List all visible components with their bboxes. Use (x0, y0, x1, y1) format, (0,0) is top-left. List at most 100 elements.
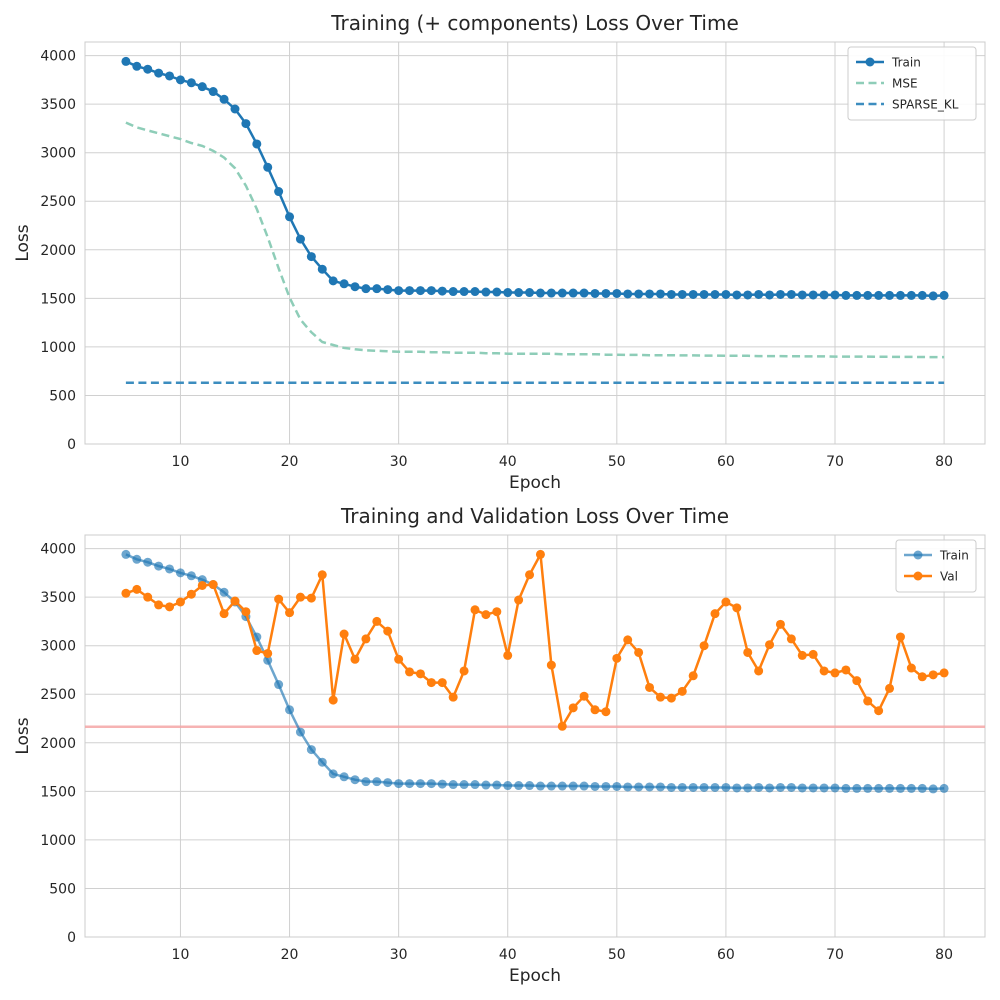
series-line (125, 553, 945, 728)
data-point (546, 288, 556, 298)
data-point (426, 779, 436, 789)
data-point (372, 616, 382, 626)
data-point (175, 75, 185, 85)
data-point (765, 783, 775, 793)
data-point (383, 778, 393, 788)
plot-area: 10 20 30 40 50 60 70 80 0 500 1000 1500 2000 2500 3000… (40, 534, 986, 963)
data-point (819, 290, 829, 300)
data-point (666, 693, 676, 703)
data-point (252, 139, 262, 149)
series-train (121, 549, 949, 794)
data-point (219, 94, 229, 104)
data-point (786, 289, 796, 299)
data-point (688, 782, 698, 792)
data-point (601, 781, 611, 791)
data-point (874, 783, 884, 793)
data-point (285, 705, 295, 715)
data-point (132, 584, 142, 594)
data-point (645, 782, 655, 792)
data-point (623, 635, 633, 645)
data-point (688, 289, 698, 299)
data-point (710, 782, 720, 792)
data-point (154, 600, 164, 610)
data-point (535, 549, 545, 559)
data-point (655, 692, 665, 702)
data-point (743, 290, 753, 300)
data-point (928, 670, 938, 680)
data-point (230, 104, 240, 114)
data-point (241, 119, 251, 129)
data-point (503, 650, 513, 660)
data-point (459, 287, 469, 297)
data-point (928, 784, 938, 794)
data-point (394, 779, 404, 789)
y-axis-label: Loss (13, 224, 33, 261)
data-point (285, 608, 295, 618)
y-tick-label: 4000 (40, 49, 76, 65)
data-point (895, 632, 905, 642)
data-point (241, 607, 251, 617)
data-point (394, 654, 404, 664)
legend-box (847, 46, 977, 121)
x-tick-label: 10 (172, 947, 190, 963)
series-line (125, 60, 945, 298)
series-val (121, 549, 949, 731)
data-point (415, 669, 425, 679)
axes-frame (84, 534, 986, 938)
data-point (557, 721, 567, 731)
data-point (274, 187, 284, 197)
legend-item: Val (904, 570, 958, 584)
data-point (317, 570, 327, 580)
data-point (437, 779, 447, 789)
data-point (121, 549, 131, 559)
legend: Train Val (895, 539, 977, 593)
data-point (819, 666, 829, 676)
data-point (699, 289, 709, 299)
x-tick-label: 10 (172, 454, 190, 470)
data-point (765, 290, 775, 300)
data-point (328, 769, 338, 779)
legend-marker (865, 57, 875, 67)
data-point (841, 783, 851, 793)
x-tick-label: 60 (717, 454, 735, 470)
data-point (481, 780, 491, 790)
data-point (306, 593, 316, 603)
x-tick-label: 70 (826, 454, 844, 470)
data-point (186, 571, 196, 581)
x-tick-label: 60 (717, 947, 735, 963)
data-point (743, 647, 753, 657)
data-point (590, 288, 600, 298)
data-point (841, 290, 851, 300)
data-point (885, 783, 895, 793)
data-point (197, 82, 207, 92)
data-point (383, 626, 393, 636)
data-point (415, 779, 425, 789)
data-point (405, 286, 415, 296)
data-point (514, 595, 524, 605)
data-point (699, 641, 709, 651)
data-point (306, 745, 316, 755)
legend-item: SPARSE_KL (856, 98, 959, 112)
data-point (361, 777, 371, 787)
data-point (503, 781, 513, 791)
x-tick-label: 80 (935, 454, 953, 470)
data-point (939, 290, 949, 300)
data-point (492, 780, 502, 790)
data-point (361, 634, 371, 644)
data-point (219, 609, 229, 619)
series-mse (125, 121, 945, 359)
data-point (601, 288, 611, 298)
data-point (754, 666, 764, 676)
data-point (295, 592, 305, 602)
data-point (710, 289, 720, 299)
data-point (535, 781, 545, 791)
data-point (623, 782, 633, 792)
data-point (306, 252, 316, 262)
chart-training-components: Training (+ components) Loss Over Time E… (13, 11, 986, 493)
data-point (263, 162, 273, 172)
y-tick-label: 500 (49, 881, 76, 897)
data-point (208, 87, 218, 97)
data-point (786, 634, 796, 644)
data-point (568, 288, 578, 298)
